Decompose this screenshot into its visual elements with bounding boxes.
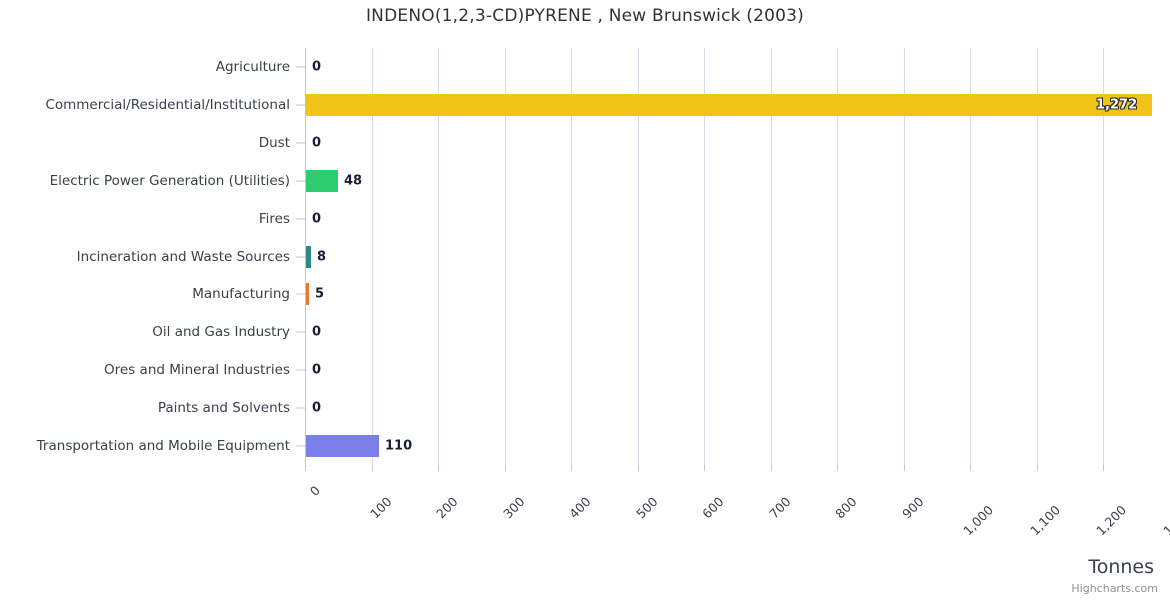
bar-row: Incineration and Waste Sources 8	[0, 238, 1170, 276]
gridline	[571, 48, 572, 465]
x-axis-tick	[638, 465, 639, 471]
x-axis-tick	[837, 465, 838, 471]
x-axis-label: 1,000	[960, 502, 997, 539]
x-axis-label: 600	[699, 493, 727, 522]
bar-value-label: 110	[385, 438, 413, 454]
category-label: Paints and Solvents	[157, 400, 290, 417]
x-axis-label: 400	[566, 493, 594, 522]
gridline	[1103, 48, 1104, 465]
x-axis-tick	[505, 465, 506, 471]
bar[interactable]	[306, 169, 338, 192]
bar-row: Paints and Solvents 0	[0, 389, 1170, 427]
gridline	[638, 48, 639, 465]
y-axis-tick	[296, 407, 305, 409]
bar[interactable]	[306, 245, 311, 268]
x-axis-label: 700	[766, 493, 794, 522]
y-axis-tick	[296, 445, 305, 447]
y-axis-tick	[296, 180, 305, 182]
x-axis-title: Tonnes	[1088, 556, 1154, 578]
category-label: Fires	[258, 210, 290, 227]
bar-row: Transportation and Mobile Equipment 110	[0, 427, 1170, 465]
bar-value-label: 0	[312, 324, 322, 340]
x-axis-label: 500	[633, 493, 661, 522]
x-axis-label: 1,100	[1027, 502, 1064, 539]
x-axis-label: 800	[832, 493, 860, 522]
category-label: Oil and Gas Industry	[152, 324, 290, 341]
bar-row: Agriculture 0	[0, 48, 1170, 86]
y-axis-tick	[296, 218, 305, 220]
gridline	[372, 48, 373, 465]
bar-row: Commercial/Residential/Institutional 1,27…	[0, 86, 1170, 124]
category-label: Ores and Mineral Industries	[104, 362, 290, 379]
x-axis-label: 100	[367, 493, 395, 522]
bar[interactable]	[306, 283, 309, 306]
x-axis-tick	[438, 465, 439, 471]
x-axis-tick	[904, 465, 905, 471]
gridline	[1037, 48, 1038, 465]
category-label: Manufacturing	[192, 286, 290, 303]
gridline	[904, 48, 905, 465]
bar[interactable]	[306, 93, 1152, 116]
x-axis-tick	[704, 465, 705, 471]
bar[interactable]	[306, 435, 379, 458]
y-axis-tick	[296, 369, 305, 371]
x-axis-tick	[1103, 465, 1104, 471]
x-axis-tick	[305, 465, 306, 471]
y-axis-tick	[296, 331, 305, 333]
bar-row: Manufacturing 5	[0, 275, 1170, 313]
y-axis-line	[305, 48, 306, 465]
bar-value-label: 8	[317, 249, 327, 264]
bar-value-label: 1,272	[1096, 97, 1138, 113]
category-label: Commercial/Residential/Institutional	[45, 96, 290, 113]
x-axis-label: 0	[306, 482, 323, 499]
x-axis-label: 200	[433, 493, 461, 522]
x-axis-tick	[571, 465, 572, 471]
y-axis-tick	[296, 66, 305, 68]
bar-value-label: 0	[312, 211, 322, 227]
bar-value-label: 0	[312, 59, 322, 75]
highcharts-credit: Highcharts.com	[1071, 582, 1158, 595]
category-label: Transportation and Mobile Equipment	[36, 438, 290, 455]
y-axis-tick	[296, 104, 305, 106]
x-axis-tick	[372, 465, 373, 471]
gridline	[771, 48, 772, 465]
category-label: Agriculture	[215, 58, 290, 75]
y-axis-tick	[296, 293, 305, 295]
bar-row: Electric Power Generation (Utilities) 48	[0, 162, 1170, 200]
y-axis-tick	[296, 256, 305, 257]
x-axis-tick	[970, 465, 971, 471]
x-axis-tick	[1037, 465, 1038, 471]
bar-row: Ores and Mineral Industries 0	[0, 351, 1170, 389]
bar-value-label: 0	[312, 362, 322, 378]
bar-value-label: 5	[315, 286, 325, 302]
gridline	[837, 48, 838, 465]
bar-row: Oil and Gas Industry 0	[0, 313, 1170, 351]
gridline	[704, 48, 705, 465]
bar-row: Fires 0	[0, 200, 1170, 238]
bar-row: Dust 0	[0, 124, 1170, 162]
bar-value-label: 48	[344, 173, 363, 189]
bar-value-label: 0	[312, 135, 322, 151]
bar-value-label: 0	[312, 400, 322, 416]
gridline	[505, 48, 506, 465]
y-axis-tick	[296, 142, 305, 144]
gridline	[438, 48, 439, 465]
chart-title: INDENO(1,2,3-CD)PYRENE , New Brunswick (…	[365, 6, 805, 26]
category-label: Dust	[258, 134, 290, 151]
x-axis-label: 900	[899, 493, 927, 522]
plot-area	[305, 48, 1170, 465]
gridline	[970, 48, 971, 465]
category-label: Electric Power Generation (Utilities)	[49, 172, 290, 189]
x-axis-tick	[771, 465, 772, 471]
x-axis-label: 1,200	[1093, 502, 1130, 539]
x-axis-label: 300	[500, 493, 528, 522]
category-label: Incineration and Waste Sources	[76, 248, 290, 265]
